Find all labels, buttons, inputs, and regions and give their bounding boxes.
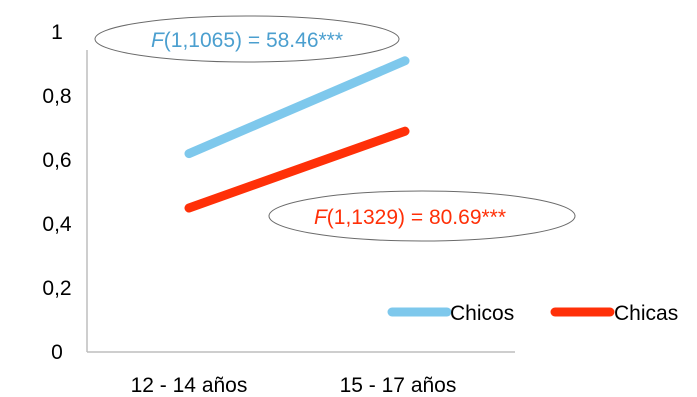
annotation-text-chicas: F(1,1329) = 80.69***	[314, 206, 506, 229]
series-lines	[184, 56, 410, 213]
y-tick-label: 0,8	[42, 85, 71, 108]
legend-label-chicas: Chicas	[614, 302, 678, 325]
annotation-body-chicos: (1,1065) = 58.46***	[164, 29, 343, 52]
annotation-text-chicos: F(1,1065) = 58.46***	[151, 29, 343, 52]
x-tick-label: 15 - 17 años	[340, 374, 457, 397]
y-tick-label: 0	[51, 341, 63, 364]
y-tick-label: 0,4	[42, 213, 72, 236]
axes	[86, 50, 515, 353]
y-tick-label: 0,6	[42, 149, 71, 172]
series-line-chicos	[184, 56, 410, 159]
annotations: F(1,1065) = 58.46*** F(1,1329) = 80.69**…	[94, 15, 576, 242]
y-tick-label: 0,2	[42, 277, 71, 300]
annotation-chicos: F(1,1065) = 58.46***	[94, 15, 400, 63]
series-line-chicas	[184, 126, 410, 213]
legend: Chicos Chicas	[387, 302, 678, 325]
annotation-body-chicas: (1,1329) = 80.69***	[327, 206, 506, 229]
x-tick-label: 12 - 14 años	[131, 374, 248, 397]
y-tick-label: 1	[51, 21, 63, 44]
annotation-chicas: F(1,1329) = 80.69***	[268, 190, 576, 242]
x-tick-labels: 12 - 14 años 15 - 17 años	[131, 374, 457, 397]
legend-label-chicos: Chicos	[450, 302, 514, 325]
annotation-ellipse-chicas	[268, 190, 576, 242]
y-tick-labels: 0 0,2 0,4 0,6 0,8 1	[42, 21, 72, 364]
annotation-prefix-chicas: F	[314, 206, 328, 229]
annotation-prefix-chicos: F	[151, 29, 165, 52]
annotation-ellipse-chicos	[94, 15, 400, 63]
